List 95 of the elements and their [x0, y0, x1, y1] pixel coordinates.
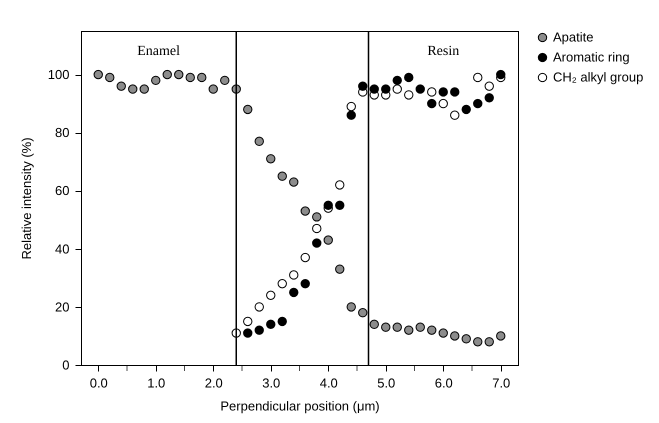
point [462, 104, 471, 114]
point [392, 76, 402, 86]
point [484, 82, 494, 91]
legend-label: Aromatic ring [553, 50, 630, 64]
x-tick-label: 3.0 [262, 376, 280, 390]
y-tick-label: 100 [48, 67, 70, 82]
point [300, 279, 310, 288]
x-tick-label: 6.0 [434, 376, 453, 390]
y-tick-label: 0 [62, 358, 70, 372]
point [220, 76, 230, 86]
point [427, 87, 436, 97]
point [438, 98, 448, 108]
point [496, 70, 506, 80]
point [278, 172, 287, 181]
point [346, 302, 356, 312]
point [278, 279, 287, 288]
point [266, 154, 276, 164]
point [462, 334, 471, 344]
point [392, 84, 402, 94]
point [346, 110, 356, 120]
point [404, 72, 414, 82]
legend-label: Apatite [553, 30, 594, 44]
point [208, 84, 218, 94]
point [450, 110, 460, 120]
point [381, 322, 390, 332]
y-tick-label: 80 [55, 125, 70, 140]
y-tick-label: 40 [55, 241, 70, 256]
point [162, 70, 172, 80]
point [94, 70, 103, 80]
y-axis-title: Relative intensity (%) [18, 137, 34, 260]
point [312, 238, 322, 248]
annotation: Resin [427, 44, 460, 60]
point [266, 290, 276, 300]
point [427, 325, 436, 335]
point [473, 72, 482, 82]
y-tick-label: 20 [55, 299, 70, 314]
point [416, 322, 425, 332]
point [438, 87, 448, 97]
y-tick-label: 60 [55, 183, 70, 198]
point [473, 98, 482, 108]
point [300, 252, 310, 262]
point [484, 337, 494, 346]
point [484, 93, 494, 102]
point [140, 84, 149, 94]
point [324, 200, 333, 210]
point [254, 325, 264, 335]
point [370, 320, 379, 330]
point [335, 200, 344, 210]
point [404, 90, 414, 100]
point [289, 270, 298, 280]
x-tick-label: 0.0 [90, 376, 108, 390]
point [335, 264, 344, 274]
point [254, 302, 264, 312]
point [335, 180, 344, 190]
point [438, 328, 448, 338]
point [243, 316, 252, 326]
point [243, 328, 252, 338]
point [358, 308, 368, 318]
annotation: Enamel [137, 44, 180, 60]
point [151, 76, 160, 86]
point [312, 224, 322, 234]
point [197, 72, 206, 82]
point [324, 235, 333, 245]
point [381, 84, 390, 94]
point [128, 84, 138, 94]
point [116, 82, 126, 91]
point [427, 98, 436, 108]
point [496, 331, 506, 341]
point [186, 72, 195, 82]
legend-label: CH₂ alkyl group [553, 70, 644, 84]
point [254, 136, 264, 146]
point [450, 331, 460, 341]
x-tick-label: 4.0 [320, 376, 338, 390]
x-axis-title: Perpendicular position (μm) [220, 398, 380, 414]
point [416, 84, 425, 94]
point [289, 288, 298, 298]
point [312, 212, 322, 222]
point [266, 320, 276, 330]
point [358, 82, 368, 91]
point [243, 104, 252, 114]
point [404, 325, 414, 335]
point [346, 102, 356, 112]
x-tick-label: 7.0 [492, 376, 510, 390]
point [289, 177, 298, 187]
x-tick-label: 1.0 [147, 376, 166, 390]
point [370, 84, 379, 94]
point [473, 337, 482, 346]
point [450, 87, 460, 97]
point [300, 206, 310, 216]
point [278, 316, 287, 326]
point [174, 70, 184, 80]
x-tick-label: 2.0 [204, 376, 223, 390]
point [105, 72, 114, 82]
point [392, 322, 402, 332]
x-tick-label: 5.0 [377, 376, 396, 390]
